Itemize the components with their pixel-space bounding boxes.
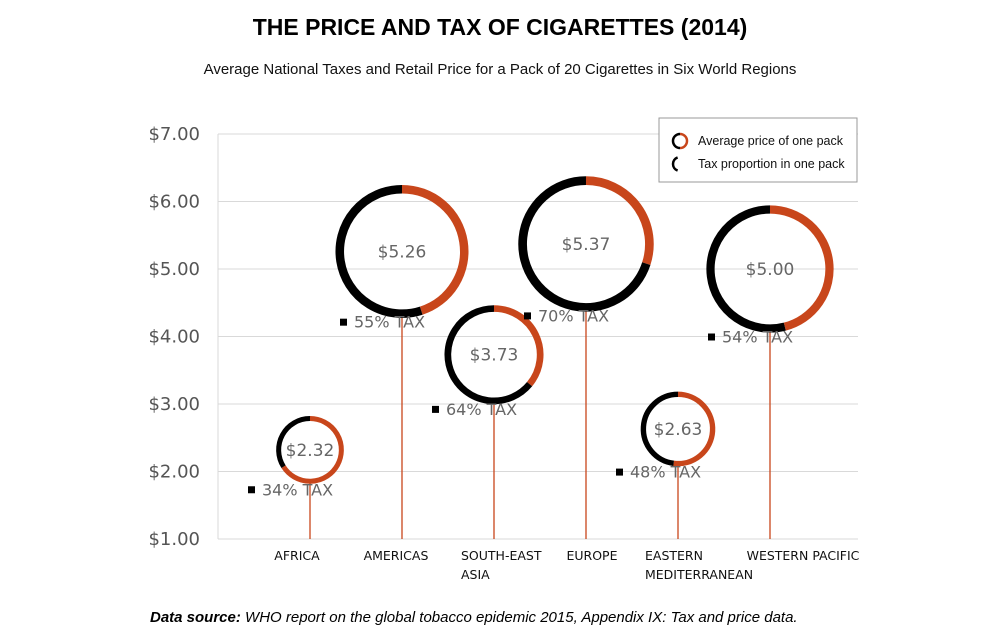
data-source-text: WHO report on the global tobacco epidemi… bbox=[245, 609, 798, 626]
x-category-label: WESTERN PACIFIC bbox=[747, 548, 860, 563]
tax-marker bbox=[432, 405, 439, 413]
x-category-label: ASIA bbox=[461, 567, 490, 582]
x-category-label: MEDITERRANEAN bbox=[645, 567, 753, 582]
tax-label: 70% TAX bbox=[538, 306, 609, 325]
tax-marker bbox=[340, 318, 347, 326]
chart-subtitle: Average National Taxes and Retail Price … bbox=[203, 61, 797, 78]
x-category-label: SOUTH-EAST bbox=[461, 548, 542, 563]
y-tick-label: $6.00 bbox=[148, 192, 200, 213]
y-tick-label: $3.00 bbox=[148, 394, 200, 415]
price-ring bbox=[585, 176, 654, 265]
price-ring bbox=[281, 416, 344, 484]
tax-marker bbox=[708, 333, 715, 341]
tax-ring bbox=[640, 391, 679, 466]
price-ring bbox=[401, 184, 469, 315]
y-tick-label: $2.00 bbox=[148, 462, 200, 483]
tax-marker bbox=[248, 486, 255, 494]
tax-marker bbox=[616, 468, 623, 476]
legend-tax-icon bbox=[671, 156, 679, 172]
price-label: $5.26 bbox=[378, 242, 427, 262]
price-label: $2.32 bbox=[286, 441, 335, 461]
y-tick-label: $4.00 bbox=[148, 327, 200, 348]
chart-title: THE PRICE AND TAX OF CIGARETTES (2014) bbox=[252, 14, 748, 40]
tax-ring bbox=[706, 205, 786, 333]
legend-label-tax: Tax proportion in one pack bbox=[698, 157, 845, 171]
x-category-label: EASTERN bbox=[645, 548, 703, 563]
price-label: $5.00 bbox=[746, 260, 795, 280]
y-tick-label: $1.00 bbox=[148, 529, 200, 550]
price-label: $2.63 bbox=[654, 420, 703, 440]
y-tick-label: $5.00 bbox=[148, 259, 200, 280]
legend-price-icon bbox=[671, 132, 681, 150]
data-source-label: Data source: bbox=[150, 609, 241, 626]
legend-price-icon bbox=[679, 132, 689, 150]
tax-label: 48% TAX bbox=[630, 463, 701, 482]
tax-ring bbox=[444, 305, 533, 405]
price-ring bbox=[769, 205, 834, 331]
tax-ring bbox=[518, 176, 651, 312]
tax-label: 55% TAX bbox=[354, 313, 425, 332]
tax-label: 64% TAX bbox=[446, 400, 517, 419]
tax-ring bbox=[335, 184, 423, 318]
x-category-label: AMERICAS bbox=[364, 548, 429, 563]
x-category-label: EUROPE bbox=[566, 548, 617, 563]
legend-label-price: Average price of one pack bbox=[698, 134, 844, 148]
tax-label: 54% TAX bbox=[722, 328, 793, 347]
legend-box bbox=[658, 117, 858, 183]
price-label: $5.37 bbox=[562, 235, 611, 255]
tax-ring bbox=[276, 416, 311, 469]
price-label: $3.73 bbox=[470, 346, 519, 366]
price-ring bbox=[673, 391, 716, 467]
x-category-label: AFRICA bbox=[274, 548, 320, 563]
tax-label: 34% TAX bbox=[262, 480, 333, 499]
data-source-note: Data source: WHO report on the global to… bbox=[150, 609, 798, 626]
y-tick-label: $7.00 bbox=[148, 124, 200, 145]
price-ring bbox=[493, 305, 544, 387]
tax-marker bbox=[524, 312, 531, 320]
